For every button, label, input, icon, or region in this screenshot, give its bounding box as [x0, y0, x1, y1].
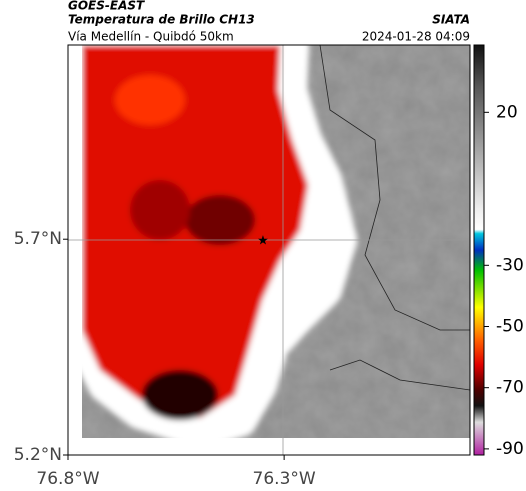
datetime: 2024-01-28 04:09 — [362, 30, 470, 44]
colorbar-tick-label: 20 — [496, 102, 518, 122]
colorbar-tick-label: -90 — [496, 439, 524, 459]
subtitle: Vía Medellín - Quibdó 50km — [68, 30, 234, 44]
x-tick-label: 76.3°W — [253, 469, 316, 489]
colorbar-tick-label: -70 — [496, 378, 524, 398]
x-tick-label: 76.8°W — [36, 469, 99, 489]
colorbar-tick-label: -50 — [496, 316, 524, 336]
source: GOES-EAST — [68, 0, 145, 13]
y-tick-label: 5.2°N — [14, 445, 62, 465]
satellite-image — [82, 45, 470, 438]
map-frame — [67, 44, 471, 456]
station-marker: ★ — [257, 234, 269, 249]
colorbar-tick-label: -30 — [496, 255, 524, 275]
brand: SIATA — [432, 13, 470, 27]
colorbar — [473, 44, 485, 456]
header: GOES-EAST Temperatura de Brillo CH13 SIA… — [68, 0, 470, 44]
y-tick-label: 5.7°N — [14, 229, 62, 249]
title: Temperatura de Brillo CH13 — [68, 13, 255, 27]
